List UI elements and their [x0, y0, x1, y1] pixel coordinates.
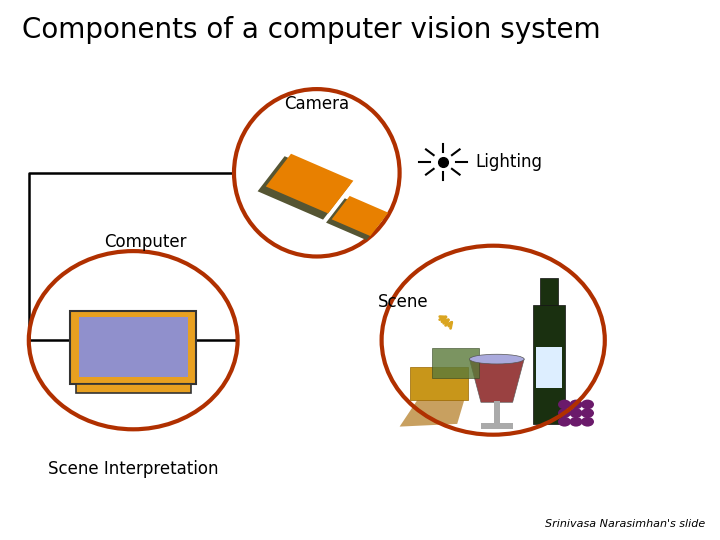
Ellipse shape [558, 408, 571, 418]
Bar [481, 423, 513, 429]
Bar [71, 311, 196, 383]
Text: Srinivasa Narasimhan's slide: Srinivasa Narasimhan's slide [545, 519, 706, 529]
Text: Components of a computer vision system: Components of a computer vision system [22, 16, 600, 44]
Polygon shape [266, 154, 354, 213]
Bar [540, 278, 558, 305]
Polygon shape [469, 359, 524, 402]
Bar [76, 383, 191, 393]
Text: Lighting: Lighting [475, 153, 542, 171]
Ellipse shape [581, 400, 594, 409]
Polygon shape [258, 156, 350, 220]
Ellipse shape [570, 417, 582, 427]
Polygon shape [400, 394, 464, 427]
Ellipse shape [581, 408, 594, 418]
Polygon shape [326, 198, 385, 240]
Bar [533, 305, 565, 424]
Text: Camera: Camera [284, 96, 349, 113]
Bar [536, 347, 562, 388]
Bar [432, 348, 479, 378]
Text: Computer: Computer [104, 233, 187, 251]
Text: Scene Interpretation: Scene Interpretation [48, 460, 218, 478]
Polygon shape [332, 196, 388, 236]
Ellipse shape [558, 400, 571, 409]
Ellipse shape [469, 354, 524, 364]
Ellipse shape [581, 417, 594, 427]
Text: Scene: Scene [378, 293, 428, 312]
Bar [494, 401, 500, 424]
Ellipse shape [570, 408, 582, 418]
Ellipse shape [558, 417, 571, 427]
Ellipse shape [570, 400, 582, 409]
Bar [79, 317, 187, 377]
Bar [410, 367, 468, 400]
